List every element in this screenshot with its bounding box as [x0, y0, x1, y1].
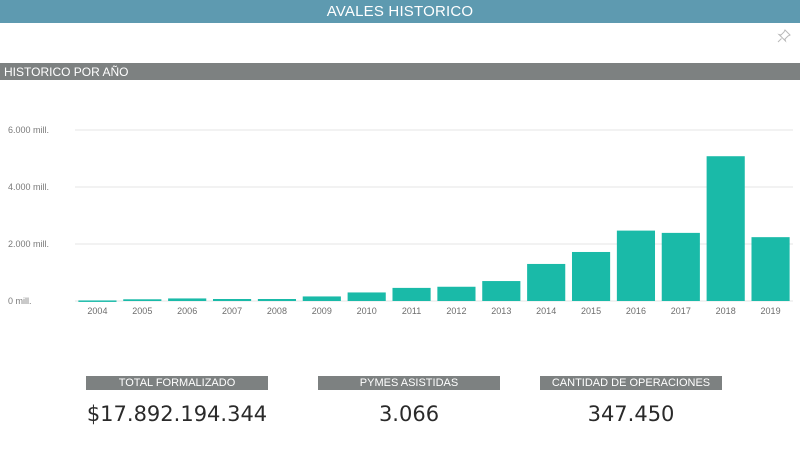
bar-2010[interactable]: [347, 292, 386, 301]
bar-2012[interactable]: [437, 286, 476, 301]
bar-2014[interactable]: [527, 263, 566, 301]
kpi-total-formalizado: TOTAL FORMALIZADO $17.892.194.344: [86, 376, 268, 426]
bar-2016[interactable]: [616, 230, 656, 301]
x-tick-label: 2018: [716, 306, 736, 316]
kpi-label: PYMES ASISTIDAS: [318, 376, 500, 390]
x-tick-label: 2012: [446, 306, 466, 316]
bar-2009[interactable]: [302, 296, 341, 301]
section-header: HISTORICO POR AÑO: [0, 63, 800, 80]
y-tick-label: 2.000 mill.: [8, 239, 49, 249]
kpi-value: 3.066: [378, 402, 440, 426]
x-tick-label: 2009: [312, 306, 332, 316]
kpi-cantidad-operaciones: CANTIDAD DE OPERACIONES 347.450: [540, 376, 722, 426]
bar-2006[interactable]: [168, 298, 207, 301]
kpi-value: $17.892.194.344: [86, 402, 268, 426]
section-title: HISTORICO POR AÑO: [4, 64, 129, 79]
x-tick-label: 2008: [267, 306, 287, 316]
x-tick-label: 2017: [671, 306, 691, 316]
kpi-value: 347.450: [587, 402, 675, 426]
x-tick-label: 2004: [87, 306, 107, 316]
y-tick-label: 4.000 mill.: [8, 182, 49, 192]
bar-2005[interactable]: [123, 299, 162, 301]
kpi-label: CANTIDAD DE OPERACIONES: [540, 376, 722, 390]
report-header: AVALES HISTORICO: [0, 0, 800, 23]
x-tick-label: 2016: [626, 306, 646, 316]
x-tick-label: 2019: [761, 306, 781, 316]
x-tick-label: 2014: [536, 306, 556, 316]
y-tick-label: 0 mill.: [8, 296, 32, 306]
pin-icon[interactable]: [776, 28, 792, 44]
page-title: AVALES HISTORICO: [326, 3, 474, 20]
kpi-label: TOTAL FORMALIZADO: [86, 376, 268, 390]
bar-2019[interactable]: [751, 237, 790, 301]
kpi-pymes-asistidas: PYMES ASISTIDAS 3.066: [318, 376, 500, 426]
bar-2011[interactable]: [392, 287, 431, 301]
x-tick-label: 2010: [357, 306, 377, 316]
x-tick-label: 2011: [402, 306, 421, 316]
x-tick-label: 2007: [222, 306, 242, 316]
bar-2008[interactable]: [257, 299, 297, 301]
x-tick-label: 2015: [581, 306, 601, 316]
bar-2017[interactable]: [661, 232, 700, 301]
x-tick-label: 2006: [177, 306, 197, 316]
bar-chart: 0 mill. 2.000 mill. 4.000 mill. 6.000 mill.…: [8, 125, 793, 316]
bar-2013[interactable]: [482, 281, 521, 301]
bar-2007[interactable]: [212, 299, 252, 301]
y-tick-label: 6.000 mill.: [8, 125, 49, 135]
x-tick-label: 2013: [491, 306, 511, 316]
bar-2004[interactable]: [78, 300, 117, 302]
bar-2015[interactable]: [571, 251, 611, 301]
bar-2018[interactable]: [706, 156, 745, 301]
x-tick-label: 2005: [132, 306, 152, 316]
